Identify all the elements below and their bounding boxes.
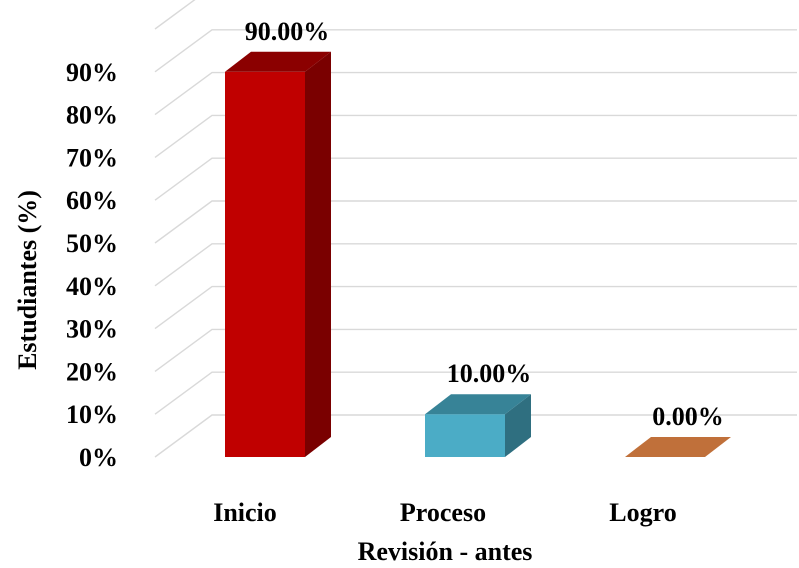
bar-side-inicio	[305, 51, 331, 458]
bar-top-logro	[625, 437, 731, 457]
y-tick-label: 20%	[66, 357, 118, 386]
y-tick-label: 30%	[66, 315, 118, 344]
gridline	[154, 157, 797, 201]
gridlines	[154, 0, 797, 458]
bar-top-proceso	[425, 394, 531, 415]
bar-front-proceso	[425, 414, 505, 457]
data-label: 0.00%	[652, 402, 724, 431]
gridline	[154, 328, 797, 372]
x-tick-label: Inicio	[213, 498, 277, 527]
y-tick-label: 40%	[66, 272, 118, 301]
y-tick-label: 90%	[66, 58, 118, 87]
data-label: 10.00%	[447, 359, 532, 388]
gridline	[154, 114, 797, 158]
gridline	[154, 200, 797, 244]
bar-top-inicio	[225, 51, 331, 72]
gridline	[154, 285, 797, 330]
y-tick-label: 60%	[66, 186, 118, 215]
gridline	[154, 243, 797, 287]
gridline	[154, 71, 797, 116]
gridline	[154, 414, 797, 458]
gridline	[154, 0, 196, 30]
y-tick-label: 50%	[66, 229, 118, 258]
y-tick-label: 70%	[66, 143, 118, 172]
bars	[225, 51, 731, 458]
gridline	[154, 371, 797, 415]
bar-side-proceso	[505, 394, 531, 457]
x-tick-label: Logro	[609, 498, 676, 527]
labels: 0% 10% 20% 30% 40% 50% 60% 70% 80% 90% 90.00% Inici…	[66, 17, 724, 527]
y-tick-label: 0%	[79, 443, 118, 472]
x-axis-title: Revisión - antes	[358, 537, 533, 566]
y-tick-label: 10%	[66, 400, 118, 429]
y-tick-label: 80%	[66, 101, 118, 130]
bar-front-inicio	[225, 71, 305, 458]
x-tick-label: Proceso	[400, 498, 486, 527]
y-axis-title: Estudiantes (%)	[13, 190, 42, 370]
gridline	[154, 29, 797, 73]
data-label: 90.00%	[245, 17, 330, 46]
